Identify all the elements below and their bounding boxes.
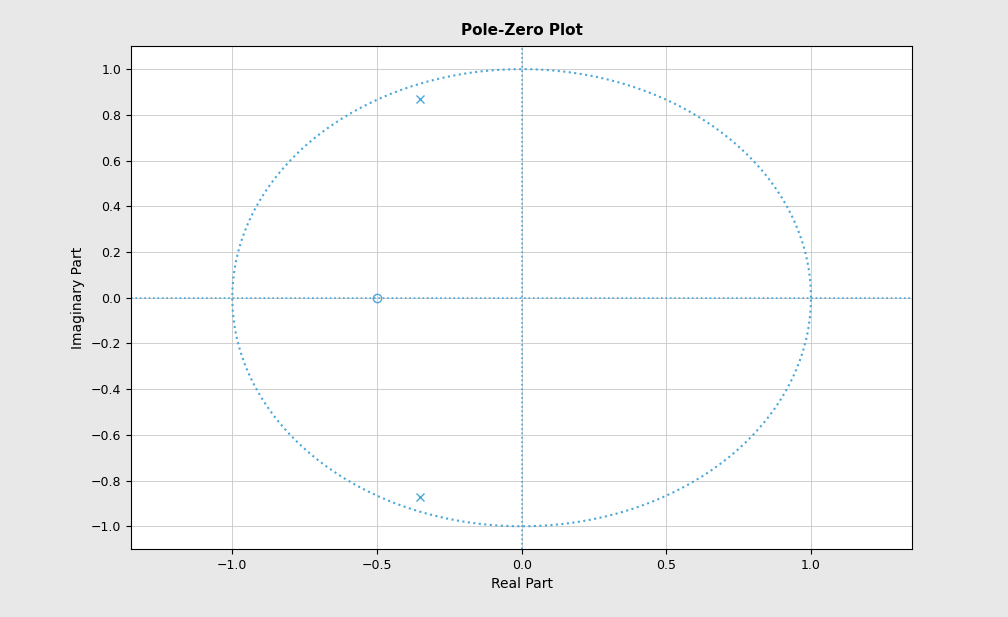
Y-axis label: Imaginary Part: Imaginary Part	[72, 247, 86, 349]
X-axis label: Real Part: Real Part	[491, 578, 552, 592]
Title: Pole-Zero Plot: Pole-Zero Plot	[461, 23, 583, 38]
